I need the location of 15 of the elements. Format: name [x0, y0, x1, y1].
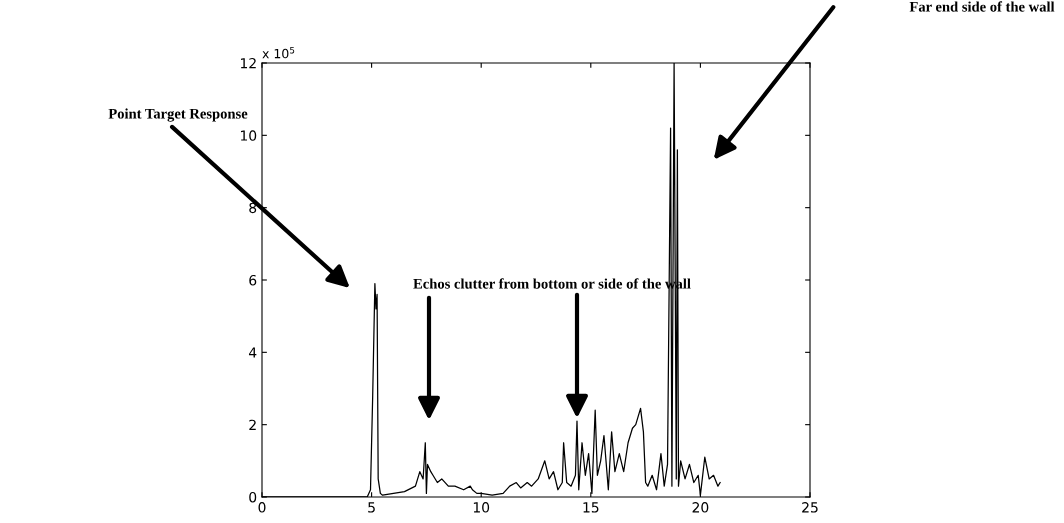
y-tick-label: 2	[249, 419, 256, 430]
x-tick-label: 0	[258, 502, 266, 513]
y-tick-label: 6	[249, 274, 257, 286]
x-tick-label: 15	[583, 502, 599, 513]
x-tick-label: 5	[368, 502, 375, 513]
x-tick-label: 20	[692, 502, 709, 513]
x-tick-label: 25	[802, 502, 818, 513]
x-tick-label: 10	[473, 502, 490, 513]
text: Far end side of the wall	[909, 1, 1055, 12]
y-tick-label: 0	[249, 491, 257, 503]
y-tick-label: 12	[240, 57, 256, 69]
text: Point Target Response	[108, 108, 248, 122]
text: x 10$^{5}$	[262, 46, 295, 59]
y-tick-label: 10	[240, 130, 257, 141]
y-tick-label: 4	[248, 347, 257, 358]
